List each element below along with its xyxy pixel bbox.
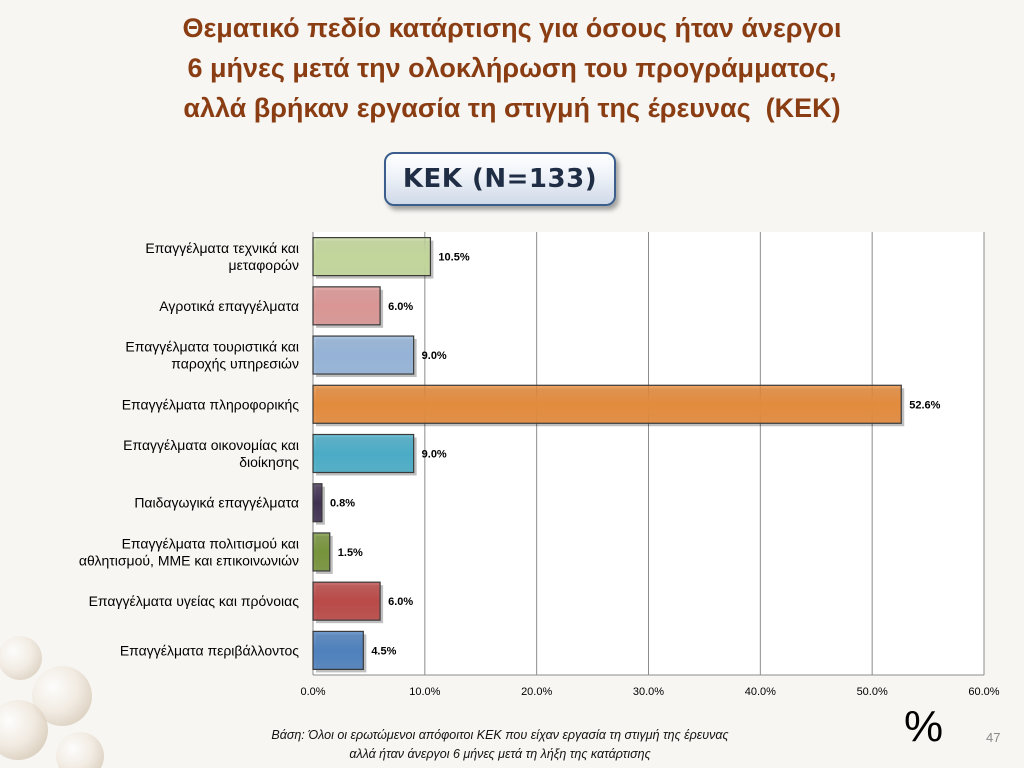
- x-tick-label: 0.0%: [300, 686, 325, 698]
- bar-value-label: 10.5%: [438, 252, 469, 264]
- decorative-pearls: [0, 636, 104, 768]
- bar-value-label: 1.5%: [338, 547, 363, 559]
- page-number: 47: [986, 730, 1001, 745]
- category-label: Επαγγέλματα τεχνικά και: [145, 240, 299, 256]
- bar-value-label: 0.8%: [330, 498, 355, 510]
- category-label: Επαγγέλματα πληροφορικής: [122, 396, 300, 412]
- x-axis-ticks: 0.0% 10.0% 20.0% 30.0% 40.0% 50.0% 60.0%: [300, 686, 999, 698]
- bar: [312, 483, 323, 523]
- bar-value-label: 6.0%: [388, 596, 413, 608]
- bar: [312, 581, 381, 621]
- category-label: Επαγγέλματα υγείας και πρόνοιας: [89, 593, 300, 609]
- category-label: παροχής υπηρεσιών: [171, 356, 299, 372]
- bar: [312, 384, 902, 424]
- title-line-2: 6 μήνες μετά την ολοκλήρωση του προγράμμ…: [187, 53, 837, 83]
- bar: [312, 433, 415, 474]
- bar-value-label: 9.0%: [422, 350, 447, 362]
- category-label: Επαγγέλματα οικονομίας και: [123, 437, 299, 453]
- bar-value-label: 4.5%: [371, 645, 396, 657]
- sample-size-label: ΚΕΚ (Ν=133): [384, 152, 616, 206]
- bar: [312, 532, 331, 572]
- horizontal-bar-chart: 10.5% 6.0% 9.0% 52.6% 9.0% 0.8% 1.5% 6.0% 4.5% Ε…: [79, 232, 1000, 698]
- category-label: Επαγγέλματα πολιτισμού και: [122, 535, 299, 551]
- x-tick-label: 20.0%: [521, 686, 552, 698]
- bar-value-label: 52.6%: [909, 399, 940, 411]
- x-tick-label: 10.0%: [409, 686, 440, 698]
- bar: [312, 286, 381, 326]
- category-label: Αγροτικά επαγγέλματα: [159, 298, 299, 314]
- bar: [312, 630, 364, 670]
- category-label: Επαγγέλματα τουριστικά και: [125, 339, 299, 355]
- footnote-line-1: Βάση: Όλοι οι ερωτώμενοι απόφοιτοι ΚΕΚ π…: [271, 728, 729, 742]
- x-tick-label: 40.0%: [745, 686, 776, 698]
- bar-value-label: 6.0%: [388, 301, 413, 313]
- bar-value-label: 9.0%: [422, 449, 447, 461]
- x-tick-label: 50.0%: [857, 686, 888, 698]
- title-line-3: αλλά βρήκαν εργασία τη στιγμή της έρευνα…: [183, 93, 841, 123]
- bar: [312, 335, 415, 375]
- footnote-line-2: αλλά ήταν άνεργοι 6 μήνες μετά τη λήξη τ…: [349, 747, 651, 761]
- category-label: Παιδαγωγικά επαγγέλματα: [134, 495, 299, 511]
- x-tick-label: 30.0%: [633, 686, 664, 698]
- bar: [312, 237, 432, 277]
- bars: 10.5% 6.0% 9.0% 52.6% 9.0% 0.8% 1.5% 6.0% 4.5%: [312, 237, 941, 673]
- grid-lines: [312, 232, 985, 676]
- title-line-1: Θεματικό πεδίο κατάρτισης για όσους ήταν…: [182, 13, 842, 43]
- category-label: Επαγγέλματα περιβάλλοντος: [120, 642, 299, 658]
- footnote: Βάση: Όλοι οι ερωτώμενοι απόφοιτοι ΚΕΚ π…: [240, 726, 760, 764]
- category-label: μεταφορών: [229, 257, 300, 273]
- category-label: διοίκησης: [239, 454, 299, 470]
- percent-symbol: %: [904, 702, 944, 751]
- slide-title: Θεματικό πεδίο κατάρτισης για όσους ήταν…: [60, 8, 964, 128]
- category-label: αθλητισμού, ΜΜΕ και επικοινωνιών: [79, 552, 299, 568]
- x-tick-label: 60.0%: [968, 686, 999, 698]
